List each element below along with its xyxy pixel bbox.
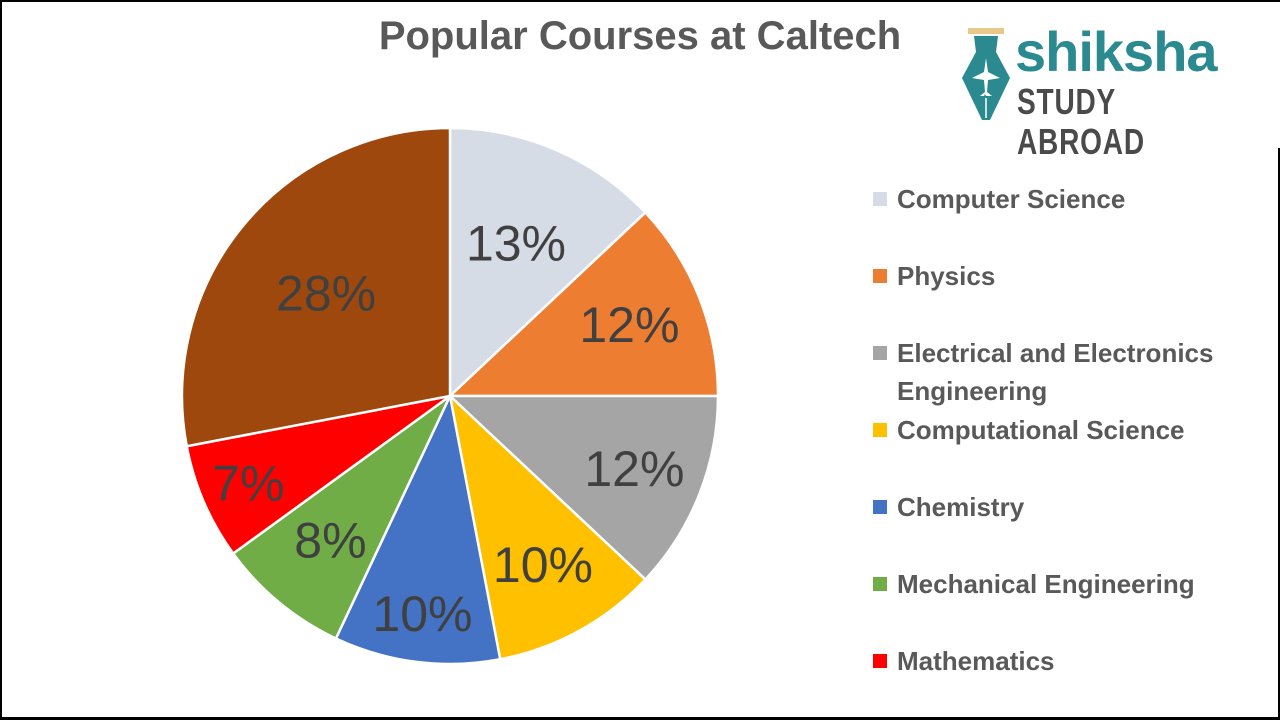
pie-data-label: 12% bbox=[579, 297, 679, 353]
logo-tagline-text: STUDY ABROAD bbox=[1017, 81, 1145, 162]
legend-item: Physics bbox=[873, 257, 1247, 295]
pie-data-label: 7% bbox=[212, 455, 284, 511]
legend-label: Computational Science bbox=[897, 415, 1185, 445]
legend-swatch-icon bbox=[873, 654, 887, 668]
legend-label: Mathematics bbox=[897, 646, 1055, 676]
pie-slice-mathematics bbox=[185, 394, 451, 556]
pie-data-label: 12% bbox=[584, 441, 684, 497]
legend-label: Mechanical Engineering bbox=[897, 569, 1195, 599]
legend-label: Physics bbox=[897, 261, 996, 291]
legend-item: Computational Science bbox=[873, 411, 1247, 449]
legend-item: Mathematics bbox=[873, 642, 1247, 680]
frame-border-bottom bbox=[0, 717, 1280, 720]
legend-swatch-icon bbox=[873, 269, 887, 283]
frame-border-top bbox=[0, 0, 1280, 2]
shiksha-logo: shiksha STUDY ABROAD bbox=[940, 6, 1258, 162]
legend-item: Electrical and Electronics Engineering bbox=[873, 334, 1247, 410]
legend-label: Chemistry bbox=[897, 492, 1025, 522]
chart-title: Popular Courses at Caltech bbox=[378, 14, 902, 58]
pen-nib-plane-icon bbox=[962, 28, 1010, 120]
legend-item: Chemistry bbox=[873, 488, 1247, 526]
legend-swatch-icon bbox=[873, 346, 887, 360]
pie-data-label: 10% bbox=[372, 586, 472, 642]
frame-border-right bbox=[1278, 148, 1280, 720]
pie-slice-physics bbox=[446, 210, 720, 398]
legend-item: Computer Science bbox=[873, 180, 1247, 218]
pie-slice-chemistry bbox=[334, 391, 502, 666]
legend-swatch-icon bbox=[873, 500, 887, 514]
legend-swatch-icon bbox=[873, 577, 887, 591]
legend-item: Mechanical Engineering bbox=[873, 565, 1247, 603]
logo-brand-text: shiksha bbox=[1015, 20, 1218, 83]
pie-data-label: 8% bbox=[294, 513, 366, 569]
pie-data-label: 13% bbox=[466, 216, 566, 272]
legend-label: Electrical and Electronics Engineering bbox=[897, 338, 1214, 406]
pie-slice-electrical-and-electronics-engineering bbox=[446, 394, 720, 582]
legend-swatch-icon bbox=[873, 423, 887, 437]
pie-slice-computational-science bbox=[448, 392, 648, 661]
legend-label: Computer Science bbox=[897, 184, 1126, 214]
frame-border-left bbox=[0, 0, 2, 720]
pie-slice-unlabeled bbox=[180, 126, 452, 448]
pie-data-label: 10% bbox=[493, 537, 593, 593]
pie-slice-mechanical-engineering bbox=[231, 394, 452, 641]
pie-data-label: 28% bbox=[276, 266, 376, 322]
pie-slice-computer-science bbox=[448, 126, 648, 399]
legend-swatch-icon bbox=[873, 192, 887, 206]
